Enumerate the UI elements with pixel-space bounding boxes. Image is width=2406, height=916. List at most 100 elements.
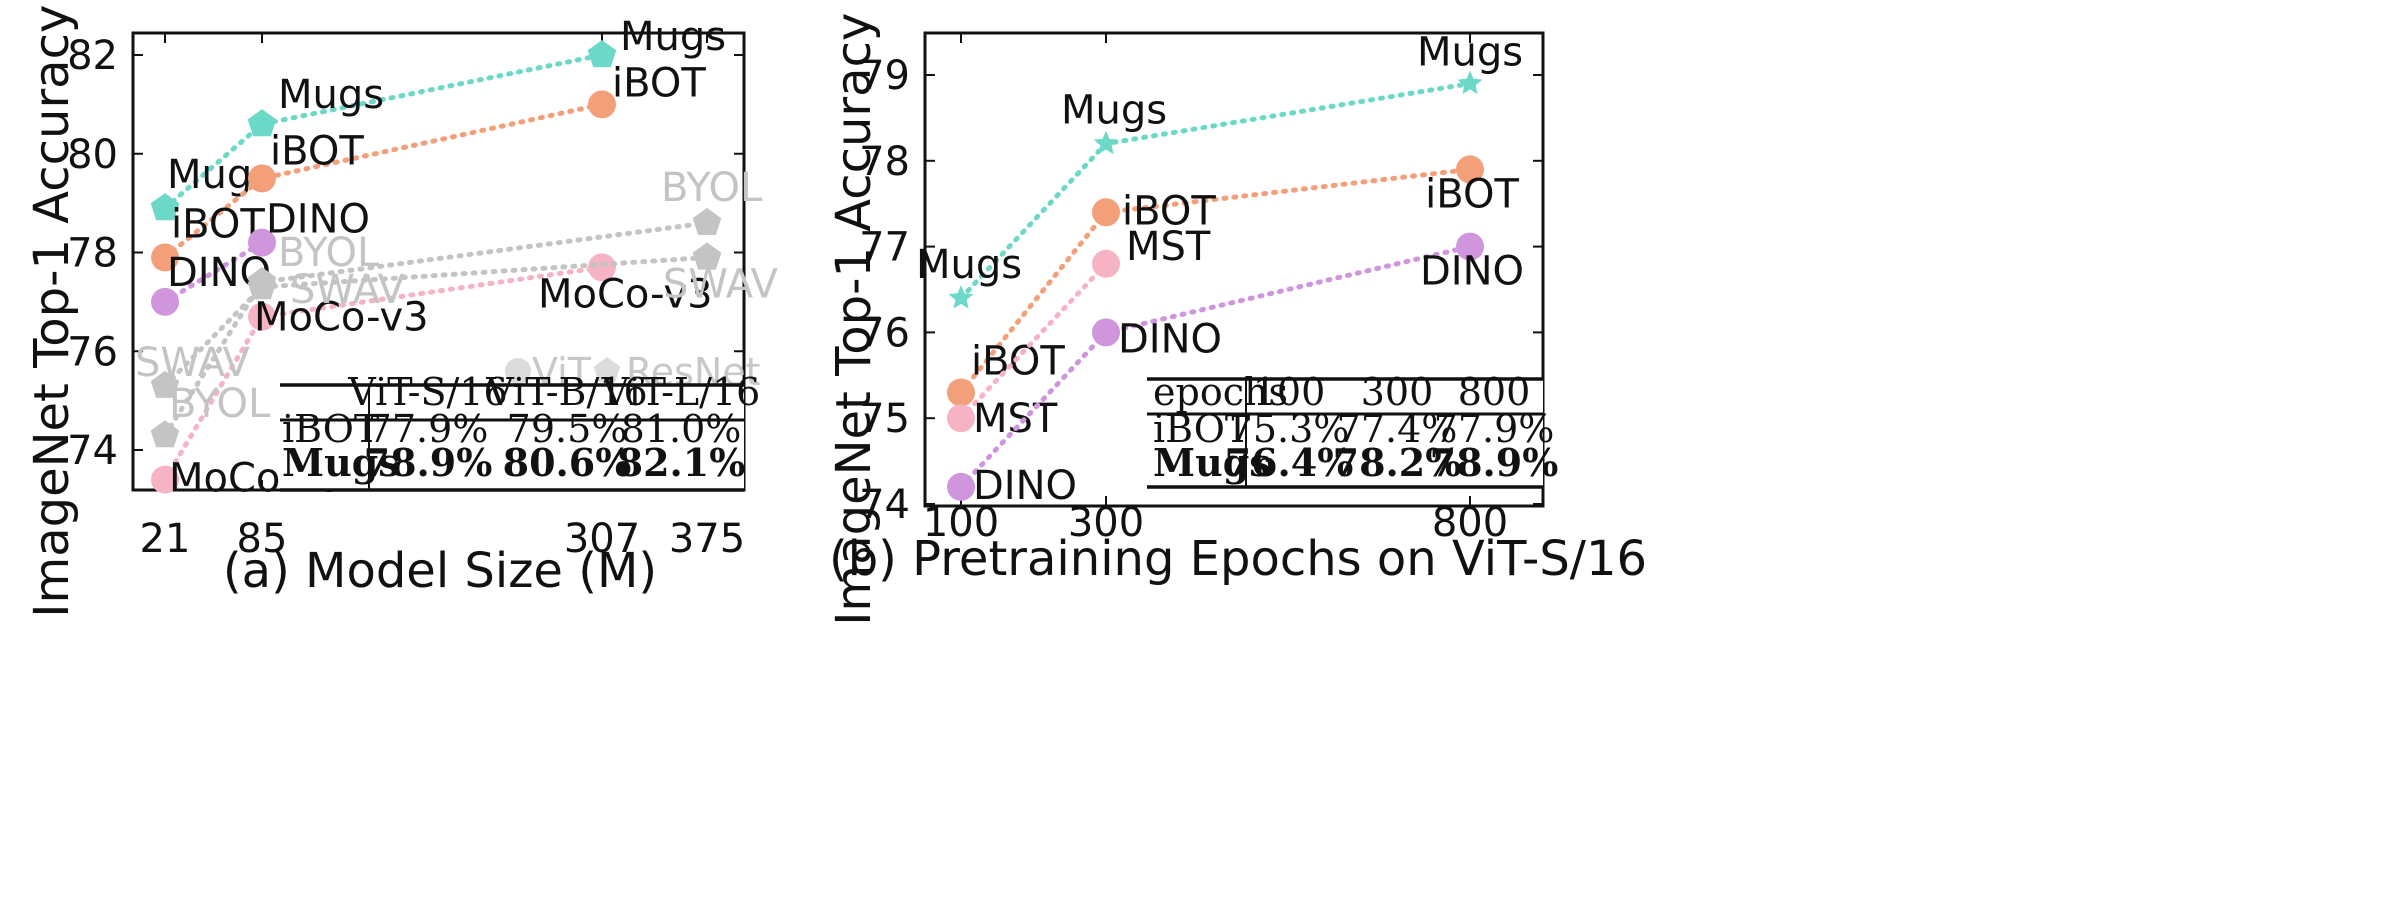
- data-point: [248, 228, 276, 257]
- y-tick-label: 78: [859, 139, 910, 185]
- point-label: BYOL: [169, 381, 271, 427]
- x-tick-label: 300: [1068, 500, 1144, 546]
- data-point: [247, 109, 277, 137]
- legend-vit-marker: [505, 358, 531, 384]
- point-label: DINO: [1420, 249, 1524, 295]
- point-label: Mugs: [278, 72, 384, 118]
- data-point: [588, 253, 616, 282]
- point-label: BYOL: [278, 230, 380, 276]
- point-label: DINO: [973, 463, 1077, 509]
- data-point: [1092, 198, 1120, 227]
- series-line: [162, 240, 265, 305]
- table-header-cell: 800: [1458, 370, 1531, 414]
- table-cell: 81.0%: [621, 407, 742, 451]
- table-cell: Mugs: [282, 440, 400, 485]
- data-point: [1456, 232, 1484, 261]
- y-axis-title: ImageNet Top-1 Accuracy (%): [24, 0, 80, 618]
- table-cell: Mugs: [1153, 440, 1271, 485]
- x-tick-label: 100: [923, 500, 999, 546]
- table-cell: iBOT: [282, 407, 379, 451]
- y-tick-label: 75: [859, 396, 910, 442]
- y-tick-label: 82: [67, 33, 118, 79]
- x-tick-label: 307: [564, 516, 640, 562]
- point-label: MST: [973, 396, 1058, 442]
- x-tick-label: 375: [669, 516, 745, 562]
- data-point: [151, 465, 179, 494]
- y-tick-label: 74: [67, 428, 118, 474]
- x-axis-title: (b) Pretraining Epochs on ViT-S/16: [829, 531, 1647, 587]
- point-label: SWAV: [135, 340, 251, 386]
- table-background: [1147, 379, 1543, 487]
- data-point: [151, 287, 179, 316]
- series-ibot: iBOT iBOT iBOT: [947, 155, 1519, 407]
- data-point: [948, 285, 974, 309]
- series-swav: SWAV SWAV SWAV: [135, 242, 779, 398]
- table-cell: 77.9%: [1434, 407, 1555, 451]
- table-cell: 77.9%: [368, 407, 489, 451]
- point-label: iBOT: [971, 338, 1065, 384]
- series-mst: MST MST: [947, 224, 1211, 442]
- data-point: [692, 242, 722, 270]
- data-point: [588, 90, 616, 119]
- x-tick-label: 85: [237, 516, 288, 562]
- y-tick-label: 77: [859, 225, 910, 271]
- table-header-cell: ViT-B/16: [485, 370, 647, 414]
- point-label: iBOT: [270, 128, 364, 174]
- point-label: SWAV: [290, 267, 406, 313]
- y-tick-label: 74: [859, 482, 910, 528]
- legend-resnet-marker: [593, 357, 621, 383]
- point-label: iBOT: [1122, 188, 1216, 234]
- table-cell: 78.2%: [1333, 440, 1462, 485]
- data-point: [150, 370, 180, 398]
- data-point: [1092, 249, 1120, 278]
- data-point: [947, 472, 975, 501]
- point-label: MoCo-v3: [538, 271, 713, 317]
- x-axis-title: (a) Model Size (M): [223, 543, 657, 599]
- data-point: [150, 420, 180, 448]
- data-point: [248, 302, 276, 331]
- series-dino: DINO DINO DINO: [947, 232, 1524, 509]
- table-cell: 82.1%: [617, 440, 746, 485]
- point-label: SWAV: [663, 261, 779, 307]
- y-tick-label: 79: [859, 53, 910, 99]
- point-label: DINO: [266, 197, 370, 243]
- table-background: [280, 385, 744, 490]
- point-label: Mugs: [916, 242, 1022, 288]
- table-cell: 79.5%: [507, 407, 628, 451]
- table-header-cell: ViT-L/16: [601, 370, 761, 414]
- table-cell: iBOT: [1153, 407, 1250, 451]
- y-tick-label: 78: [67, 231, 118, 277]
- table-cell: 77.4%: [1337, 407, 1458, 451]
- y-axis-title: ImageNet Top-1 Accuracy (%): [826, 0, 882, 626]
- plot-frame: [923, 31, 1545, 508]
- x-tick-label: 800: [1432, 500, 1508, 546]
- y-tick-label: 76: [67, 329, 118, 375]
- data-point: [248, 164, 276, 193]
- x-tick-label: 21: [140, 516, 191, 562]
- data-point: [247, 272, 277, 300]
- table-header-cell: epochs: [1153, 370, 1288, 414]
- table-header-cell: ViT-S/16: [347, 370, 507, 414]
- point-label: Mugs: [1417, 30, 1523, 76]
- table-cell: 78.9%: [1430, 440, 1559, 485]
- point-label: MST: [1126, 224, 1211, 270]
- series-line: [162, 101, 605, 260]
- data-point: [947, 378, 975, 407]
- data-point: [1456, 155, 1484, 184]
- point-label: BYOL: [661, 165, 763, 211]
- data-point: [1457, 70, 1483, 95]
- data-point: [692, 207, 722, 235]
- point-label: Mugs: [620, 14, 726, 60]
- point-label: iBOT: [1425, 171, 1519, 217]
- table-header-cell: 300: [1361, 370, 1434, 414]
- point-label: Mugs: [1061, 88, 1167, 134]
- series-mugs: Mugs Mugs Mugs: [916, 30, 1523, 309]
- data-point: [150, 193, 180, 221]
